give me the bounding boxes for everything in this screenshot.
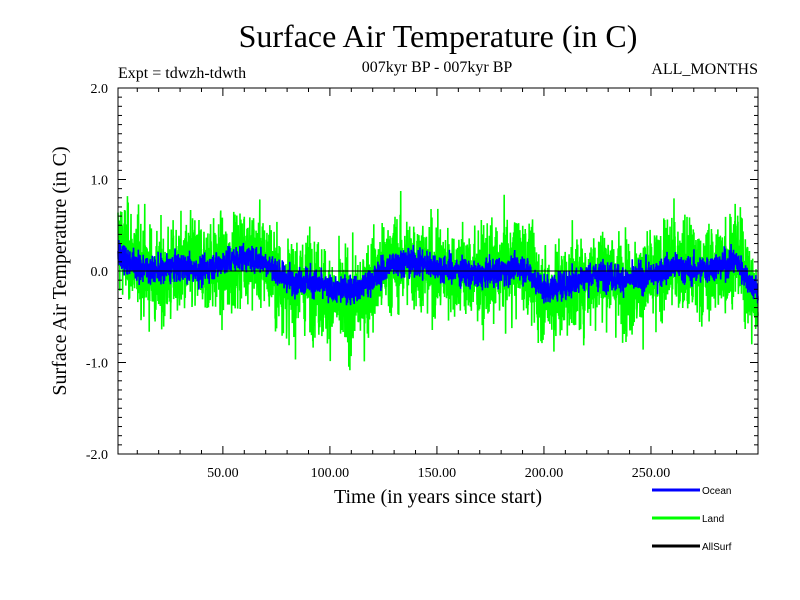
- x-axis-label: Time (in years since start): [334, 486, 542, 508]
- legend-label-allsurf: AllSurf: [702, 542, 732, 553]
- x-tick-label: 250.00: [632, 466, 671, 481]
- series-line-ocean: [117, 240, 759, 306]
- x-tick-label: 50.00: [207, 466, 239, 481]
- series-layer: [117, 190, 759, 371]
- subtitle-right: ALL_MONTHS: [651, 61, 758, 78]
- y-tick-label: 0.0: [91, 265, 109, 280]
- chart-title: Surface Air Temperature (in C): [239, 18, 638, 54]
- x-tick-label: 150.00: [418, 466, 457, 481]
- y-axis-label: Surface Air Temperature (in C): [49, 146, 71, 395]
- y-tick-label: 1.0: [91, 174, 109, 189]
- y-tick-label: -2.0: [86, 448, 108, 463]
- y-tick-label: -1.0: [86, 357, 108, 372]
- legend-label-ocean: Ocean: [702, 486, 731, 497]
- legend-label-land: Land: [702, 514, 724, 525]
- x-tick-label: 100.00: [311, 466, 350, 481]
- subtitle-center: 007kyr BP - 007kyr BP: [362, 59, 513, 76]
- y-axis: -2.0 -1.0 0.0 1.0 2.0: [86, 82, 758, 463]
- y-tick-label: 2.0: [91, 82, 109, 97]
- subtitle-left: Expt = tdwzh-tdwth: [118, 65, 246, 82]
- x-tick-label: 200.00: [525, 466, 564, 481]
- x-axis: 50.00 100.00 150.00 200.00 250.00: [136, 88, 738, 481]
- legend: Ocean Land AllSurf: [652, 486, 732, 553]
